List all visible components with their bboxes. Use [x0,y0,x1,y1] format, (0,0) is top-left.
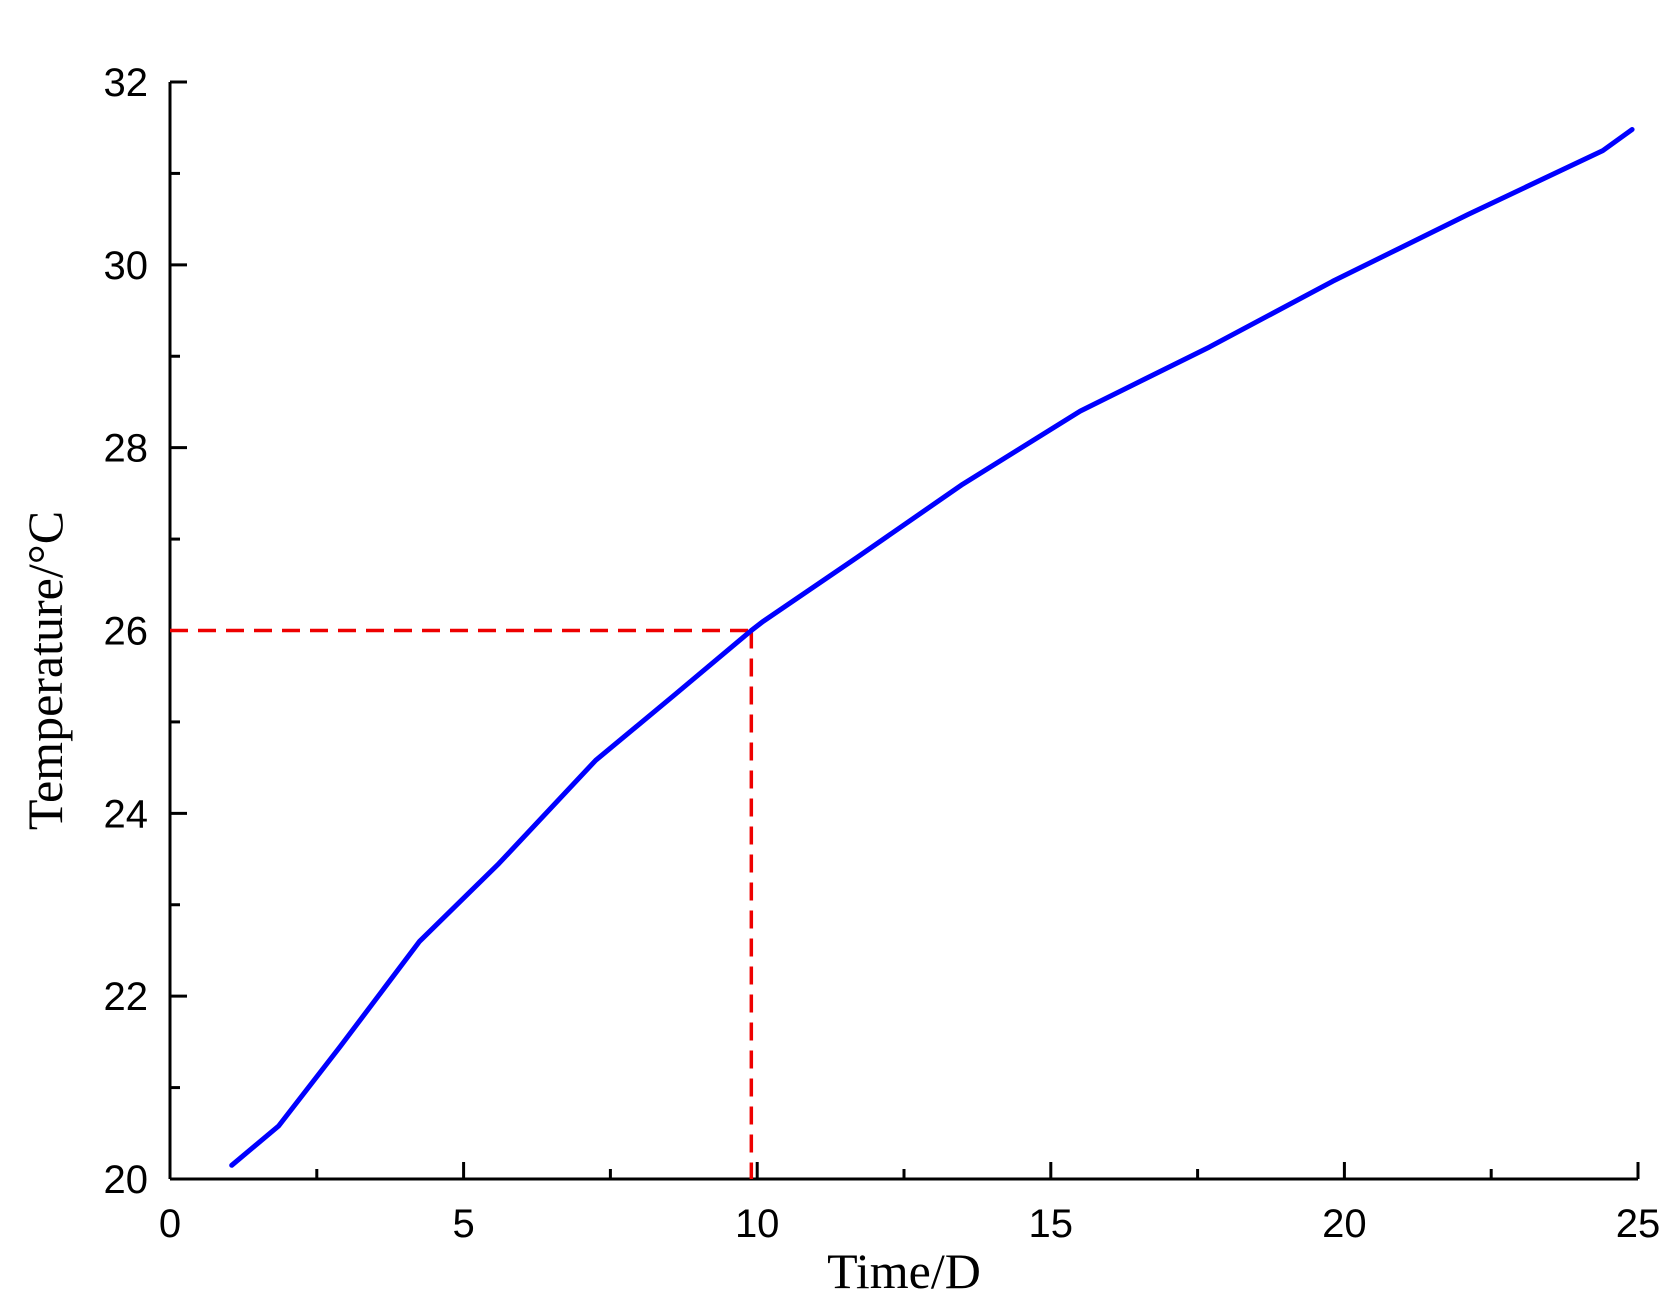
axes: 0 5 10 15 20 25 20 22 24 26 28 30 32 [104,61,1661,1246]
y-tick-label: 20 [104,1158,149,1202]
reference-lines [170,628,754,1179]
x-tick-label: 5 [452,1202,474,1246]
series-group [229,127,1635,1168]
x-axis-title: Time/D [827,1243,981,1299]
y-axis-title: Temperature/°C [17,511,73,830]
y-tick-label: 30 [104,244,149,288]
x-tick-label: 20 [1322,1202,1367,1246]
y-tick-label: 26 [104,610,149,654]
series-line [229,127,1635,1168]
x-tick-label: 10 [735,1202,780,1246]
y-tick-label: 32 [104,61,149,105]
x-tick-label: 0 [159,1202,181,1246]
x-tick-label: 25 [1616,1202,1661,1246]
x-tick-label: 15 [1029,1202,1074,1246]
y-tick-label: 22 [104,975,149,1019]
y-tick-label: 28 [104,427,149,471]
y-tick-label: 24 [104,792,149,836]
